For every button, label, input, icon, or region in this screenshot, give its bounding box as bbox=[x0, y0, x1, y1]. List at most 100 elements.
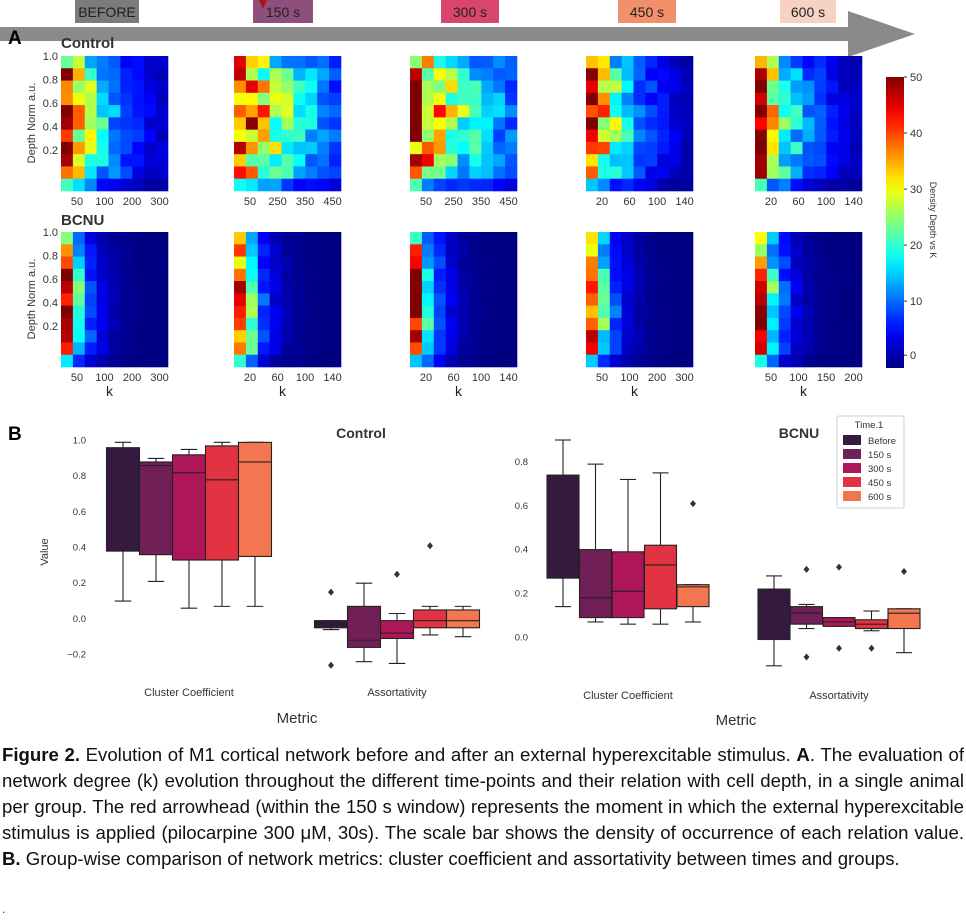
heatmap-cell bbox=[96, 232, 109, 245]
heatmap-cell bbox=[144, 342, 157, 356]
box-150-s-1 bbox=[346, 582, 382, 663]
heatmap-cell bbox=[505, 178, 518, 192]
heatmap-cell bbox=[120, 141, 133, 155]
heatmap-grid: 50 100 200 300 50 250 350 450 50 250 350 450 20 60 100… bbox=[26, 51, 863, 399]
heatmap-cell bbox=[410, 293, 423, 306]
heatmap-x-tick: 100 bbox=[620, 372, 638, 384]
heatmap-cell bbox=[305, 330, 318, 343]
heatmap-cell bbox=[778, 305, 791, 319]
heatmap-cell bbox=[421, 92, 435, 106]
heatmap-cell bbox=[586, 244, 599, 257]
heatmap-cell bbox=[120, 268, 133, 282]
heatmap-cell bbox=[457, 166, 470, 180]
heatmap-cell bbox=[132, 56, 145, 69]
heatmap-cell bbox=[493, 354, 506, 368]
heatmap-cell bbox=[802, 330, 815, 343]
heatmap-cell bbox=[234, 281, 247, 294]
heatmap-cell bbox=[84, 330, 97, 343]
heatmap-cell bbox=[132, 317, 145, 331]
heatmap-cell bbox=[245, 105, 259, 118]
heatmap-cell bbox=[850, 317, 863, 331]
heatmap-cell bbox=[421, 281, 435, 294]
heatmap-cell bbox=[269, 330, 282, 343]
heatmap-cell bbox=[481, 92, 494, 106]
heatmap-control-0 bbox=[61, 56, 169, 192]
colorbar-tick: 10 bbox=[910, 296, 922, 308]
heatmap-cell bbox=[281, 166, 294, 180]
heatmap-cell bbox=[410, 68, 423, 81]
heatmap-cell bbox=[645, 342, 658, 356]
heatmap-cell bbox=[469, 232, 482, 245]
heatmap-cell bbox=[505, 293, 518, 306]
heatmap-cell bbox=[132, 232, 145, 245]
heatmap-cell bbox=[826, 105, 839, 118]
heatmap-cell bbox=[108, 293, 121, 306]
heatmap-cell bbox=[802, 154, 815, 167]
heatmap-cell bbox=[481, 141, 494, 155]
heatmap-cell bbox=[681, 154, 694, 167]
heatmap-cell bbox=[657, 68, 670, 81]
heatmap-cell bbox=[445, 105, 458, 118]
heatmap-cell bbox=[597, 293, 611, 306]
heatmap-cell bbox=[790, 166, 803, 180]
heatmap-cell bbox=[120, 166, 133, 180]
heatmap-cell bbox=[445, 68, 458, 81]
heatmap-cell bbox=[305, 80, 318, 94]
heatmap-cell bbox=[61, 178, 74, 192]
heatmap-cell bbox=[144, 330, 157, 343]
heatmap-cell bbox=[586, 141, 599, 155]
heatmap-cell bbox=[317, 166, 330, 180]
heatmap-cell bbox=[269, 178, 282, 192]
heatmap-cell bbox=[802, 342, 815, 356]
heatmap-cell bbox=[132, 342, 145, 356]
heatmap-cell bbox=[621, 154, 634, 167]
heatmap-cell bbox=[850, 129, 863, 143]
heatmap-cell bbox=[61, 154, 74, 167]
heatmap-cell bbox=[681, 342, 694, 356]
heatmap-cell bbox=[645, 154, 658, 167]
heatmap-cell bbox=[790, 117, 803, 130]
heatmap-cell bbox=[329, 154, 342, 167]
heatmap-cell bbox=[421, 244, 435, 257]
heatmap-cell bbox=[72, 354, 86, 368]
heatmap-y-axis-label: Depth Norm a.u. bbox=[26, 83, 38, 164]
heatmap-cell bbox=[621, 342, 634, 356]
heatmap-cell bbox=[61, 141, 74, 155]
heatmap-cell bbox=[493, 154, 506, 167]
heatmap-cell bbox=[505, 244, 518, 257]
heatmap-cell bbox=[293, 305, 306, 319]
heatmap-cell bbox=[609, 256, 622, 270]
heatmap-cell bbox=[410, 305, 423, 319]
heatmap-x-tick: 20 bbox=[596, 196, 608, 208]
heatmap-cell bbox=[838, 178, 851, 192]
heatmap-cell bbox=[269, 354, 282, 368]
heatmap-cell bbox=[281, 354, 294, 368]
boxplot-y-tick: 0.8 bbox=[515, 457, 528, 468]
heatmap-cell bbox=[586, 117, 599, 130]
heatmap-cell bbox=[410, 56, 423, 69]
heatmap-cell bbox=[317, 232, 330, 245]
heatmap-cell bbox=[826, 92, 839, 106]
heatmap-cell bbox=[755, 154, 768, 167]
heatmap-cell bbox=[305, 268, 318, 282]
heatmap-cell bbox=[802, 80, 815, 94]
heatmap-cell bbox=[493, 80, 506, 94]
heatmap-cell bbox=[493, 232, 506, 245]
heatmap-cell bbox=[61, 129, 74, 143]
heatmap-cell bbox=[445, 268, 458, 282]
heatmap-cell bbox=[317, 293, 330, 306]
heatmap-cell bbox=[329, 232, 342, 245]
heatmap-cell bbox=[814, 129, 827, 143]
heatmap-cell bbox=[766, 105, 780, 118]
heatmap-cell bbox=[826, 256, 839, 270]
heatmap-cell bbox=[669, 154, 682, 167]
heatmap-cell bbox=[293, 80, 306, 94]
heatmap-cell bbox=[281, 141, 294, 155]
heatmap-cell bbox=[72, 154, 86, 167]
heatmap-x-tick: 100 bbox=[296, 372, 314, 384]
heatmap-cell bbox=[305, 129, 318, 143]
heatmap-cell bbox=[755, 342, 768, 356]
heatmap-cell bbox=[433, 56, 446, 69]
heatmap-cell bbox=[245, 354, 259, 368]
heatmap-cell bbox=[433, 141, 446, 155]
